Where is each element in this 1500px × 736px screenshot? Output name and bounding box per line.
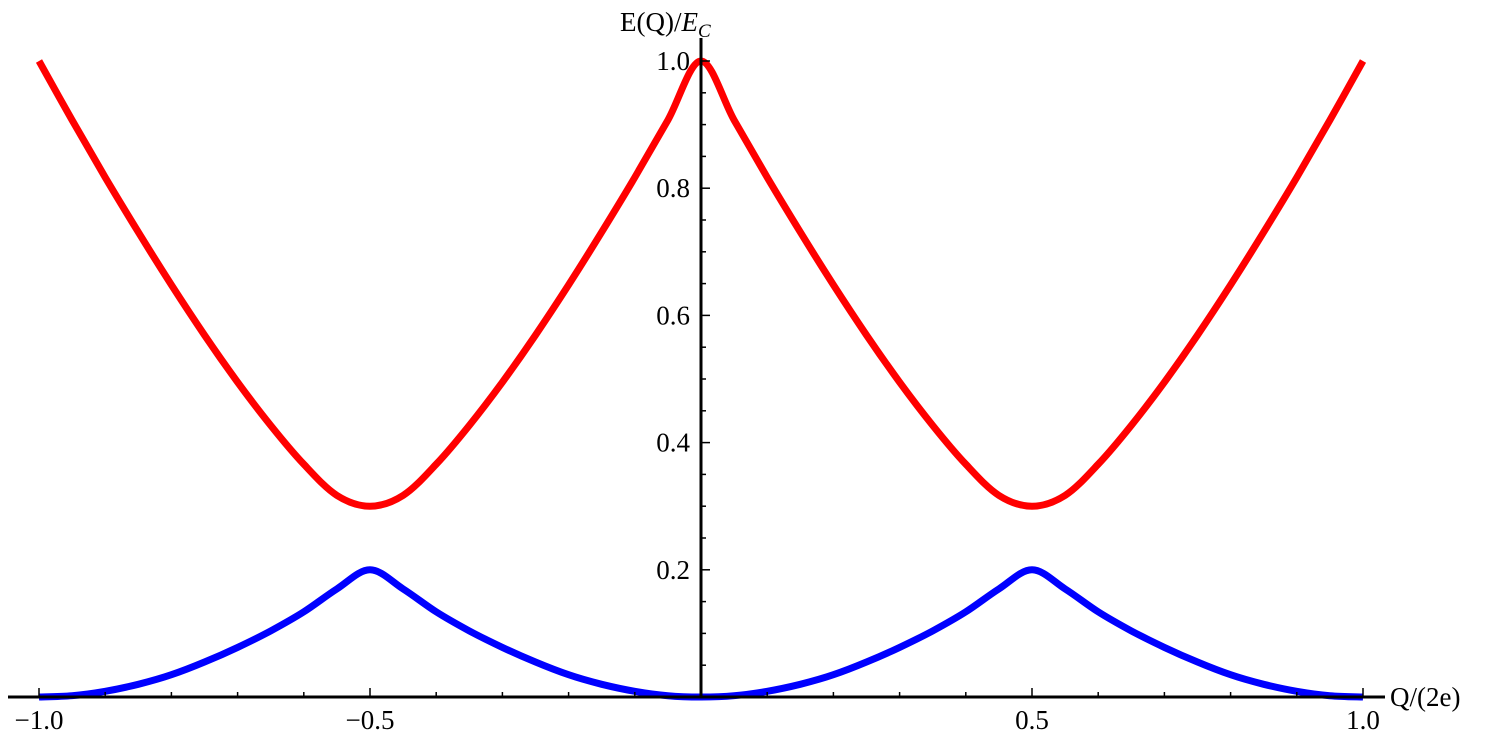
x-ticks-layer: −1.0 −0.5 0.5 1.0	[15, 688, 1380, 735]
y-tick-label: 0.2	[656, 555, 690, 585]
x-tick-label: 1.0	[1346, 705, 1380, 735]
x-tick-label: −0.5	[346, 705, 395, 735]
y-axis-label: E(Q)/EC	[620, 7, 711, 42]
y-axis-label-subscript: C	[698, 21, 711, 42]
labels-layer: Q/(2e) E(Q)/EC	[620, 7, 1460, 712]
y-tick-label: 0.6	[656, 300, 690, 330]
y-tick-label: 0.8	[656, 173, 690, 203]
x-tick-label: 0.5	[1015, 705, 1049, 735]
y-axis-label-symbol: E	[680, 7, 698, 37]
x-tick-label: −1.0	[15, 705, 64, 735]
y-tick-label: 1.0	[656, 46, 690, 76]
x-axis-label: Q/(2e)	[1390, 682, 1460, 712]
y-tick-label: 0.4	[656, 428, 690, 458]
y-axis-label-main: E(Q)/	[620, 7, 682, 37]
y-ticks-layer: 0.2 0.4 0.6 0.8 1.0	[656, 46, 710, 666]
